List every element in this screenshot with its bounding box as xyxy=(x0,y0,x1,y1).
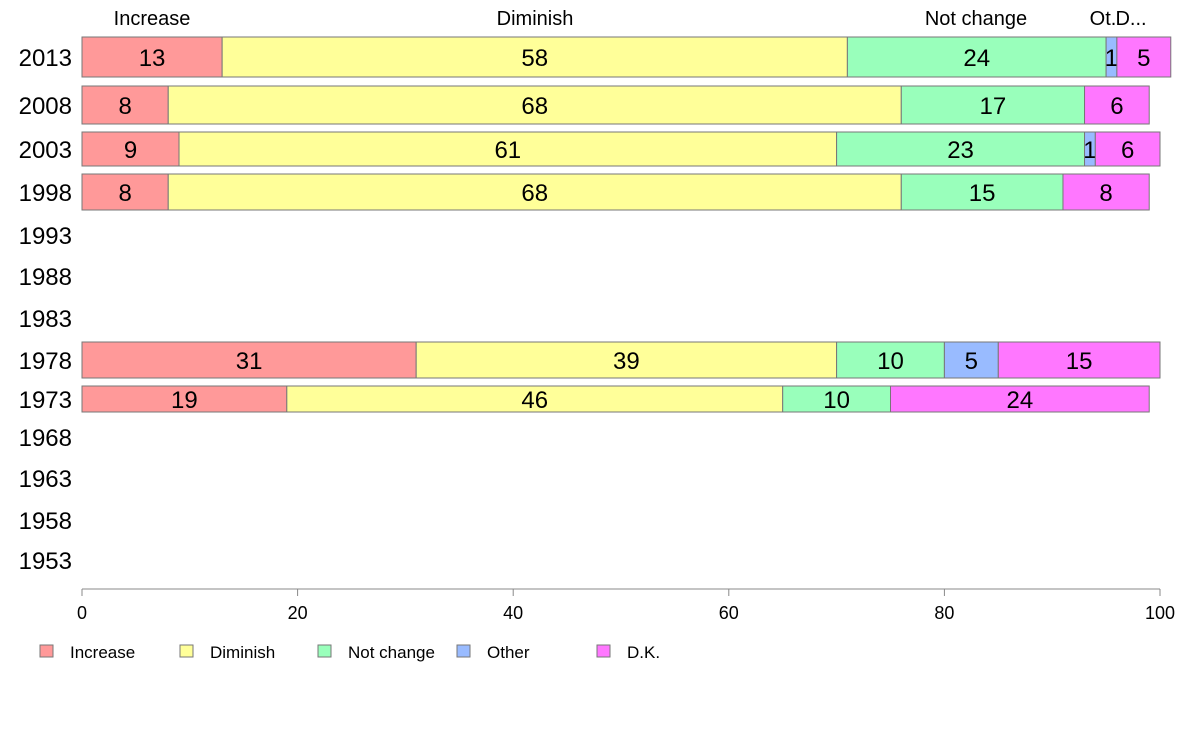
bar-2013-d-k xyxy=(1116,36,1172,78)
data-label-2003-other: 1 xyxy=(1083,137,1096,164)
data-label-2008-diminish: 68 xyxy=(521,93,548,120)
data-label-2013-diminish: 58 xyxy=(521,45,548,72)
legend-label-not-change: Not change xyxy=(348,643,435,662)
top-label-not-change: Not change xyxy=(925,8,1027,30)
year-labels: 2013 2008 2003 1998 1993 1988 1983 1978 1973 1968… xyxy=(19,45,72,575)
bar-2008-not-change xyxy=(900,85,1086,125)
x-axis: 0 20 40 60 80 100 xyxy=(77,588,1175,623)
x-tick-label-0: 0 xyxy=(77,603,87,623)
bar-2008-d-k xyxy=(1084,85,1150,125)
data-label-1998-d-k: 8 xyxy=(1099,180,1112,207)
legend-swatch-d-k xyxy=(596,644,611,658)
x-tick-label-100: 100 xyxy=(1145,603,1175,623)
top-label-d: D... xyxy=(1115,8,1146,30)
bar-1978-not-change xyxy=(836,341,945,379)
data-label-1973-not-change: 10 xyxy=(823,387,850,414)
year-label-1963: 1963 xyxy=(19,466,72,493)
legend-label-other: Other xyxy=(487,643,530,662)
legend-label-diminish: Diminish xyxy=(210,643,275,662)
bar-1998-diminish xyxy=(167,173,902,211)
bar-2008-diminish xyxy=(167,85,902,125)
bar-1978-d-k xyxy=(997,341,1161,379)
data-label-2003-not-change: 23 xyxy=(947,137,974,164)
year-label-2008: 2008 xyxy=(19,93,72,120)
data-label-2003-diminish: 61 xyxy=(494,137,521,164)
year-label-1993: 1993 xyxy=(19,223,72,250)
x-tick-label-80: 80 xyxy=(934,603,954,623)
bar-1973-diminish xyxy=(286,385,784,413)
data-label-1998-increase: 8 xyxy=(118,180,131,207)
bar-2008-increase xyxy=(81,85,169,125)
bar-2013-increase xyxy=(81,36,223,78)
year-label-1968: 1968 xyxy=(19,425,72,452)
bar-2013-diminish xyxy=(221,36,848,78)
legend-label-increase: Increase xyxy=(70,643,135,662)
data-label-2008-d-k: 6 xyxy=(1110,93,1123,120)
data-label-2008-not-change: 17 xyxy=(980,93,1007,120)
year-label-1953: 1953 xyxy=(19,548,72,575)
bar-2003-d-k xyxy=(1094,131,1161,167)
data-label-2013-not-change: 24 xyxy=(963,45,990,72)
data-label-1978-other: 5 xyxy=(965,348,978,375)
legend-swatch-diminish xyxy=(179,644,194,658)
year-label-1973: 1973 xyxy=(19,387,72,414)
data-label-2008-increase: 8 xyxy=(118,93,131,120)
top-label-ot: Ot. xyxy=(1090,8,1117,30)
data-label-1978-diminish: 39 xyxy=(613,348,640,375)
data-label-2013-other: 1 xyxy=(1105,45,1118,72)
legend-swatch-not-change xyxy=(317,644,332,658)
x-tick-label-20: 20 xyxy=(288,603,308,623)
data-label-2013-d-k: 5 xyxy=(1137,45,1150,72)
data-label-2003-increase: 9 xyxy=(124,137,137,164)
legend: Increase Diminish Not change Other D.K. xyxy=(39,643,660,662)
data-label-1978-not-change: 10 xyxy=(877,348,904,375)
bar-1973-d-k xyxy=(890,385,1150,413)
legend-swatch-other xyxy=(456,644,471,658)
year-label-2003: 2003 xyxy=(19,137,72,164)
bar-1998-increase xyxy=(81,173,169,211)
bar-1978-increase xyxy=(81,341,417,379)
bar-2003-increase xyxy=(81,131,180,167)
year-label-2013: 2013 xyxy=(19,45,72,72)
data-label-2013-increase: 13 xyxy=(139,45,166,72)
bar-1973-increase xyxy=(81,385,288,413)
bar-2003-diminish xyxy=(178,131,838,167)
year-label-1958: 1958 xyxy=(19,508,72,535)
x-tick-label-40: 40 xyxy=(503,603,523,623)
data-label-1998-diminish: 68 xyxy=(521,180,548,207)
data-label-1978-increase: 31 xyxy=(236,348,263,375)
data-label-2003-d-k: 6 xyxy=(1121,137,1134,164)
year-label-1998: 1998 xyxy=(19,180,72,207)
year-label-1978: 1978 xyxy=(19,348,72,375)
top-label-diminish: Diminish xyxy=(497,8,574,30)
data-label-1973-diminish: 46 xyxy=(521,387,548,414)
data-label-1998-not-change: 15 xyxy=(969,180,996,207)
data-label-1978-d-k: 15 xyxy=(1066,348,1093,375)
bar-1978-diminish xyxy=(415,341,838,379)
legend-label-d-k: D.K. xyxy=(627,643,660,662)
bar-1998-not-change xyxy=(900,173,1064,211)
bar-2013-not-change xyxy=(846,36,1107,78)
top-category-labels: Increase Diminish Not change Ot. D... xyxy=(114,8,1147,30)
year-label-1988: 1988 xyxy=(19,264,72,291)
bar-2003-not-change xyxy=(836,131,1086,167)
bar-1973-not-change xyxy=(782,385,892,413)
x-tick-label-60: 60 xyxy=(719,603,739,623)
year-label-1983: 1983 xyxy=(19,306,72,333)
bar-1998-d-k xyxy=(1062,173,1150,211)
data-label-1973-d-k: 24 xyxy=(1007,387,1034,414)
legend-swatch-increase xyxy=(39,644,54,658)
data-label-1973-increase: 19 xyxy=(171,387,198,414)
bar-1978-other xyxy=(943,341,999,379)
top-label-increase: Increase xyxy=(114,8,191,30)
